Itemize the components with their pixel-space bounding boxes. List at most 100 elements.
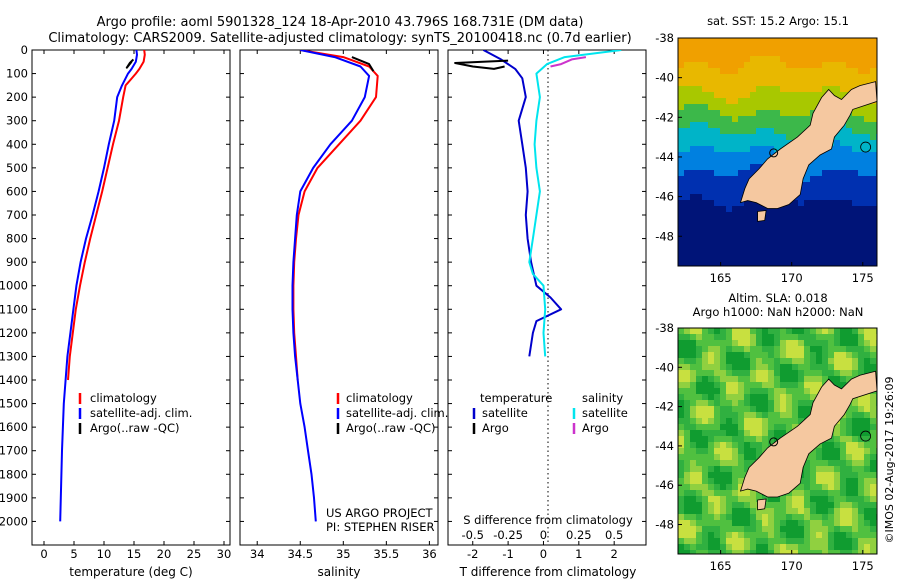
map-cell [816, 340, 823, 347]
map-cell [858, 158, 865, 165]
map-cell [678, 38, 685, 45]
map-cell [846, 218, 853, 225]
map-cell [870, 550, 877, 554]
map-cell [690, 254, 697, 261]
map-cell [768, 50, 775, 57]
map-cell [744, 50, 751, 57]
map-cell [726, 80, 733, 87]
map-cell [786, 346, 793, 353]
map-cell [804, 352, 811, 359]
map-cell [774, 394, 781, 401]
map-cell [834, 176, 841, 183]
map-cell [768, 224, 775, 231]
map-cell [750, 110, 757, 117]
map-cell [708, 442, 715, 449]
map-cell [708, 158, 715, 165]
map-cell [732, 134, 739, 141]
temperature-axes-frame [31, 49, 231, 546]
map-cell [774, 352, 781, 359]
x-tick-label: 30 [217, 547, 232, 561]
map-cell [678, 496, 685, 503]
map-cell [870, 128, 877, 135]
map-cell [702, 520, 709, 527]
map-cell [816, 260, 823, 266]
map-cell [720, 544, 727, 551]
map-cell [870, 44, 877, 51]
map-cell [846, 158, 853, 165]
map-cell [684, 340, 691, 347]
map-cell [852, 134, 859, 141]
map-cell [840, 236, 847, 243]
map-cell [708, 122, 715, 129]
map-cell [780, 62, 787, 69]
map-cell [738, 406, 745, 413]
map-cell [750, 128, 757, 135]
map-cell [720, 442, 727, 449]
map-cell [822, 490, 829, 497]
map-cell [702, 182, 709, 189]
map-cell [678, 158, 685, 165]
map-cell [834, 236, 841, 243]
map-cell [828, 254, 835, 261]
map-cell [780, 346, 787, 353]
map-cell [720, 328, 727, 335]
map-cell [732, 340, 739, 347]
map-cell [726, 164, 733, 171]
map-cell [720, 514, 727, 521]
map-cell [774, 224, 781, 231]
map-cell [750, 436, 757, 443]
map-cell [774, 218, 781, 225]
map-cell [714, 98, 721, 105]
map-cell [792, 364, 799, 371]
map-cell [732, 466, 739, 473]
map-cell [840, 224, 847, 231]
map-cell [708, 490, 715, 497]
map-cell [768, 436, 775, 443]
map-cell [822, 370, 829, 377]
map-cell [720, 74, 727, 81]
map-cell [738, 110, 745, 117]
map-cell [804, 412, 811, 419]
difference-legend: temperature salinity satellite Argo sate… [472, 391, 628, 435]
map-cell [804, 50, 811, 57]
map-cell [690, 550, 697, 554]
map-cell [756, 328, 763, 335]
map-cell [744, 406, 751, 413]
map-cell [780, 376, 787, 383]
map-cell [756, 230, 763, 237]
map-cell [786, 538, 793, 545]
map-cell [846, 224, 853, 231]
map-cell [828, 44, 835, 51]
map-cell [810, 236, 817, 243]
map-cell [726, 382, 733, 389]
map-cell [774, 62, 781, 69]
map-cell [762, 56, 769, 63]
map-cell [756, 388, 763, 395]
map-cell [840, 352, 847, 359]
map-cell [798, 352, 805, 359]
map-cell [858, 550, 865, 554]
map-cell [810, 454, 817, 461]
map-cell [708, 394, 715, 401]
map-cell [726, 176, 733, 183]
map-cell [810, 68, 817, 75]
map-cell [804, 460, 811, 467]
map-cell [846, 514, 853, 521]
map-cell [726, 376, 733, 383]
map-cell [762, 146, 769, 153]
map-cell [768, 382, 775, 389]
map-cell [726, 328, 733, 335]
map-cell [852, 116, 859, 123]
map-cell [774, 370, 781, 377]
map-cell [702, 56, 709, 63]
map-cell [738, 206, 745, 213]
map-cell [756, 490, 763, 497]
map-cell [858, 62, 865, 69]
map-cell [744, 80, 751, 87]
map-cell [810, 466, 817, 473]
map-cell [870, 200, 877, 207]
map-cell [690, 242, 697, 249]
map-cell [720, 538, 727, 545]
map-cell [708, 86, 715, 93]
map-cell [762, 538, 769, 545]
